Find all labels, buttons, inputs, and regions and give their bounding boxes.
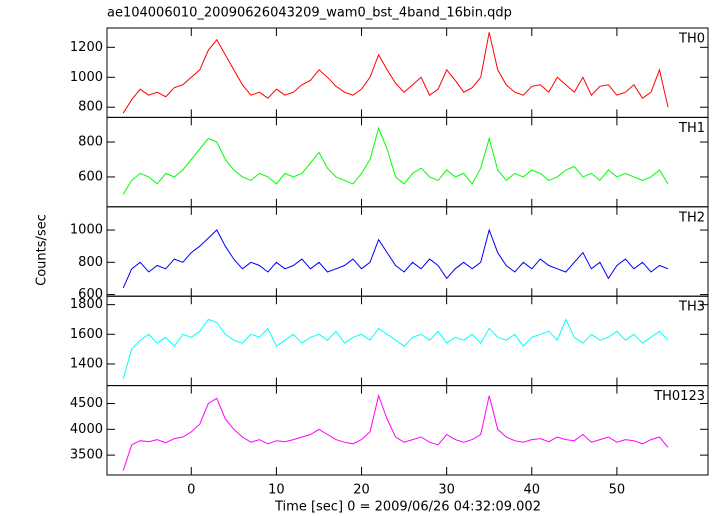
y-tick-label: 1000: [70, 70, 103, 85]
y-tick-label: 1200: [70, 40, 103, 55]
panel-frame: [106, 206, 709, 297]
x-tick-label: 30: [438, 483, 455, 498]
y-tick-label: 800: [78, 100, 103, 115]
x-tick-label: 40: [524, 483, 541, 498]
y-tick-label: 1600: [70, 327, 103, 342]
panel-frame: [106, 295, 709, 387]
panel-label: TH0123: [653, 389, 705, 404]
x-tick-label: 50: [609, 483, 626, 498]
chart-title: ae104006010_20090626043209_wam0_bst_4ban…: [107, 6, 512, 21]
y-tick-label: 1000: [70, 223, 103, 238]
y-tick-label: 600: [78, 169, 103, 184]
x-tick-label: 10: [268, 483, 285, 498]
x-tick-label: 0: [187, 483, 195, 498]
data-line: [122, 318, 669, 379]
y-tick-label: 1800: [70, 297, 103, 312]
x-tick-label: 20: [353, 483, 370, 498]
data-line: [122, 32, 669, 114]
x-axis-label: Time [sec] 0 = 2009/06/26 04:32:09.002: [274, 500, 541, 515]
panel-frame: [106, 116, 709, 208]
panel-label: TH1: [678, 121, 705, 136]
data-line: [122, 228, 669, 289]
y-tick-label: 600: [78, 287, 103, 302]
data-line: [122, 393, 669, 471]
y-tick-label: 1400: [70, 356, 103, 371]
y-axis-label: Counts/sec: [35, 214, 50, 286]
y-tick-label: 3500: [70, 448, 103, 463]
panel-label: TH0: [678, 32, 705, 47]
y-tick-label: 800: [78, 255, 103, 270]
data-line: [122, 126, 669, 195]
y-tick-label: 800: [78, 135, 103, 150]
panel-label: TH2: [678, 210, 705, 225]
y-tick-label: 4000: [70, 422, 103, 437]
y-tick-label: 4500: [70, 396, 103, 411]
panel-frame: [106, 385, 709, 476]
panel-label: TH3: [678, 300, 705, 315]
